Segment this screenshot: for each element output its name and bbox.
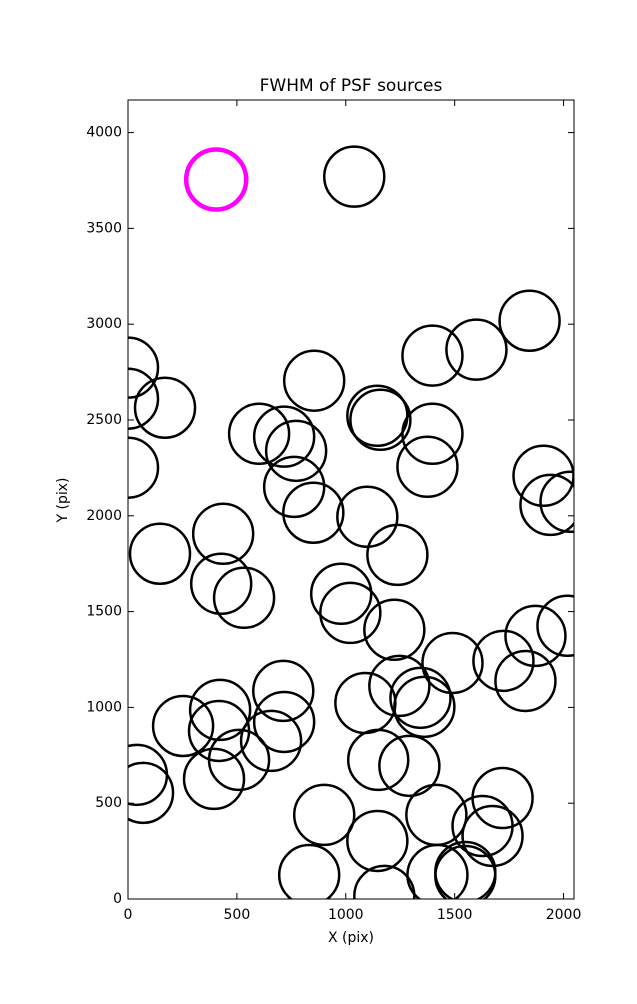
source-circle xyxy=(368,654,431,718)
source-circle xyxy=(128,436,160,499)
source-circle xyxy=(252,690,316,754)
source-circle xyxy=(189,552,253,616)
source-circle xyxy=(334,671,397,735)
source-circle xyxy=(239,709,303,773)
source-circle xyxy=(188,678,252,742)
source-circle xyxy=(504,604,567,668)
source-circle xyxy=(498,289,561,352)
plot-area xyxy=(128,145,574,899)
x-tick-label: 500 xyxy=(224,907,251,923)
source-circle xyxy=(264,419,328,483)
source-circle xyxy=(191,502,255,566)
y-tick-label: 1000 xyxy=(86,699,122,715)
y-tick-label: 2000 xyxy=(86,508,122,524)
source-circle xyxy=(405,783,468,847)
source-circle xyxy=(536,594,574,658)
source-circle xyxy=(494,649,557,713)
source-circle xyxy=(227,402,291,466)
source-circle xyxy=(207,728,271,792)
source-circle xyxy=(282,481,345,544)
y-tick-label: 2500 xyxy=(86,412,122,428)
source-circle xyxy=(323,145,386,208)
source-circle xyxy=(282,349,346,412)
source-circle xyxy=(128,761,175,825)
source-circle xyxy=(445,318,508,381)
y-tick-label: 0 xyxy=(113,891,122,907)
source-circle xyxy=(421,631,484,695)
source-circle xyxy=(252,659,315,723)
y-axis-label: Y (pix) xyxy=(55,478,71,524)
source-circle xyxy=(389,666,452,730)
source-circle xyxy=(183,147,249,212)
source-circle xyxy=(363,598,426,662)
x-axis-label: X (pix) xyxy=(328,930,374,946)
source-circle xyxy=(292,783,356,847)
x-tick-label: 1500 xyxy=(437,907,473,923)
source-circle xyxy=(212,566,276,630)
source-circle xyxy=(396,435,459,498)
source-circle xyxy=(353,864,416,899)
source-circle xyxy=(182,747,246,811)
source-circle xyxy=(471,766,534,830)
source-circle xyxy=(539,470,574,534)
chart-title: FWHM of PSF sources xyxy=(260,76,443,96)
source-circle xyxy=(262,455,326,519)
source-circle xyxy=(151,694,215,758)
source-circle xyxy=(401,402,464,466)
source-circle xyxy=(366,523,429,587)
x-tick-label: 1000 xyxy=(328,907,364,923)
source-circle xyxy=(309,562,373,626)
source-circle xyxy=(128,522,192,585)
y-tick-label: 1500 xyxy=(86,604,122,620)
source-circle xyxy=(346,809,409,873)
source-circle xyxy=(128,367,160,430)
source-circle xyxy=(406,843,469,899)
source-circle xyxy=(401,324,464,387)
source-circle xyxy=(434,844,497,899)
y-tick-label: 3500 xyxy=(86,220,122,236)
source-circle xyxy=(451,794,514,858)
source-circle xyxy=(519,473,574,537)
source-circle xyxy=(434,840,497,899)
source-circle xyxy=(133,376,197,439)
y-tick-label: 4000 xyxy=(86,125,122,141)
source-circle xyxy=(378,734,441,798)
source-circle xyxy=(277,843,341,899)
source-circle xyxy=(336,485,399,548)
source-circle xyxy=(349,388,412,452)
x-tick-label: 2000 xyxy=(546,907,582,923)
axes-frame xyxy=(127,99,575,900)
source-circle xyxy=(346,728,410,792)
source-circle xyxy=(472,629,535,693)
y-tick-label: 500 xyxy=(95,795,122,811)
source-circle xyxy=(319,581,382,645)
source-circle xyxy=(128,336,160,399)
source-circle xyxy=(252,405,316,468)
y-tick-label: 3000 xyxy=(86,316,122,332)
x-tick-label: 0 xyxy=(124,907,133,923)
